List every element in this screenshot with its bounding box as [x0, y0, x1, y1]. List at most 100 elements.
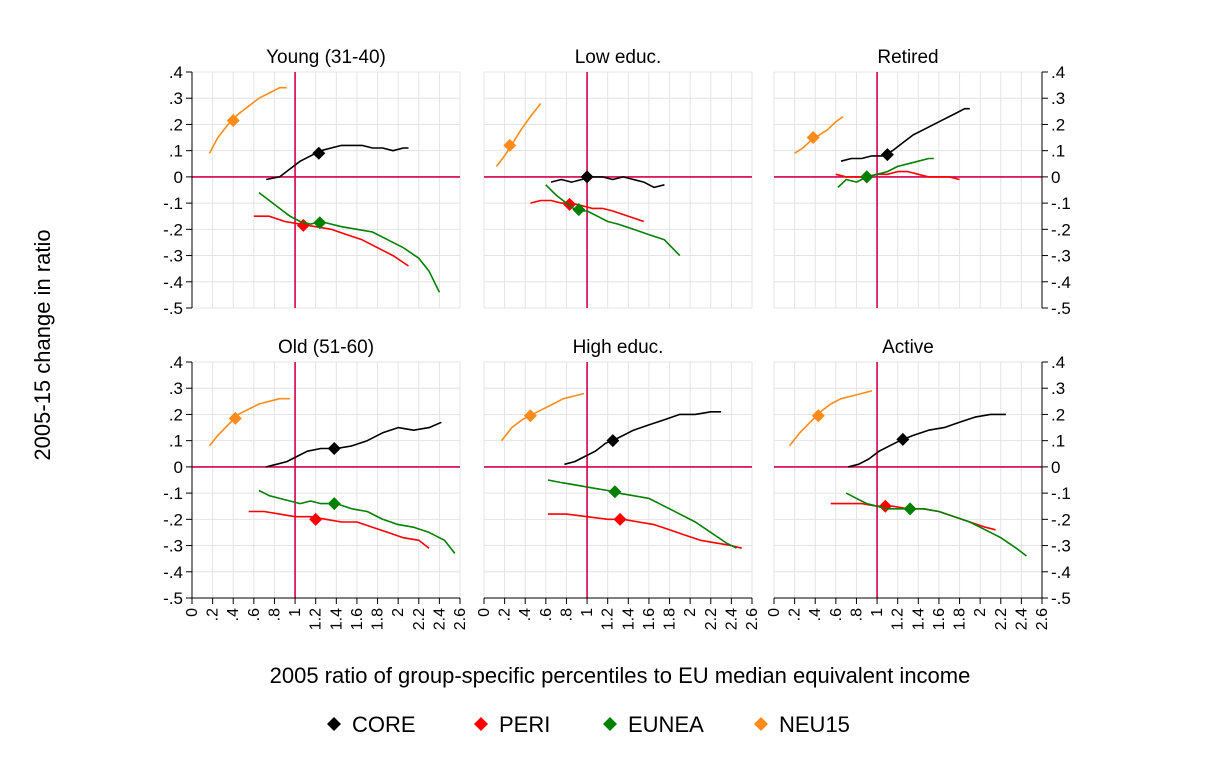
- series-line-eunea: [845, 492, 1027, 557]
- y-tick-label: .3: [169, 89, 183, 108]
- y-tick-label: -.4: [1051, 273, 1071, 292]
- x-tick-label: 1.2: [308, 608, 325, 630]
- y-tick-label: -.2: [1051, 220, 1071, 239]
- x-tick-label: .8: [266, 608, 283, 621]
- series-line-eunea: [258, 191, 441, 293]
- x-tick-label: 1.8: [662, 608, 679, 630]
- grid: [483, 361, 753, 599]
- x-tick-label: .2: [205, 608, 222, 621]
- panel-title: High educ.: [573, 337, 664, 358]
- series-marker-eunea: [327, 497, 341, 511]
- series-marker-core: [327, 442, 341, 456]
- y-tick-label: .3: [1051, 89, 1065, 108]
- x-tick-label: 1.2: [890, 608, 907, 630]
- y-tick-label: 0: [1051, 458, 1060, 477]
- panel-title: Retired: [877, 47, 938, 68]
- series-marker-core: [880, 148, 894, 162]
- x-tick-label: 2: [972, 608, 989, 617]
- y-tick-label: -.1: [163, 484, 183, 503]
- x-tick-label: 1.4: [910, 608, 927, 630]
- series-marker-eunea: [903, 502, 917, 516]
- x-tick-label: .8: [558, 608, 575, 621]
- legend-marker: [327, 717, 341, 731]
- x-tick-label: .2: [497, 608, 514, 621]
- legend-marker: [603, 717, 617, 731]
- legend-label: NEU15: [779, 712, 850, 737]
- x-tick-label: 2.4: [723, 608, 740, 630]
- x-tick-label: .6: [246, 608, 263, 621]
- x-tick-label: 2.6: [452, 608, 469, 630]
- y-tick-label: .3: [1051, 379, 1065, 398]
- series-marker-eunea: [860, 170, 874, 184]
- series-marker-core: [580, 170, 594, 184]
- panel-3: Retired .4 .3 .2 .1 0 -.1 -.2 -.3 -.4 -.5: [773, 47, 1071, 318]
- y-tick-label: -.4: [163, 273, 183, 292]
- series-line-neu15: [495, 103, 542, 167]
- series-line-neu15: [788, 390, 873, 447]
- x-tick-label: 1.2: [600, 608, 617, 630]
- legend-item-neu15: NEU15: [754, 712, 850, 737]
- series-marker-neu15: [226, 114, 240, 128]
- panel-title: Old (51-60): [278, 337, 374, 358]
- x-tick-label: .6: [538, 608, 555, 621]
- series-line-eunea: [837, 157, 934, 188]
- series-marker-neu15: [523, 409, 537, 423]
- legend-item-peri: PERI: [474, 712, 550, 737]
- legend-marker: [754, 717, 768, 731]
- x-tick-label: .4: [225, 608, 242, 621]
- y-tick-label: -.2: [163, 510, 183, 529]
- panel-title: Low educ.: [575, 47, 662, 68]
- y-tick-label: .1: [1051, 432, 1065, 451]
- legend-label: EUNEA: [628, 712, 704, 737]
- series-marker-peri: [613, 512, 627, 526]
- x-tick-label: 2.2: [411, 608, 428, 630]
- x-tick-label: 1.4: [620, 608, 637, 630]
- x-tick-label: .4: [517, 608, 534, 621]
- x-tick-label: 1.6: [641, 608, 658, 630]
- y-tick-label: -.2: [163, 220, 183, 239]
- y-tick-label: -.5: [163, 589, 183, 608]
- y-tick-label: .2: [169, 115, 183, 134]
- panel-6: Active.4.3.2.10-.1-.2-.3-.4-.50.2.4.6.8 1…: [766, 337, 1071, 630]
- x-tick-label: 2.6: [1034, 608, 1051, 630]
- series-line-eunea: [258, 489, 456, 554]
- x-tick-label: .6: [828, 608, 845, 621]
- series-marker-peri: [309, 512, 323, 526]
- y-tick-label: -.4: [163, 563, 183, 582]
- x-tick-label: 1.8: [370, 608, 387, 630]
- grid: [773, 361, 1043, 599]
- y-tick-label: -.3: [1051, 247, 1071, 266]
- series-line-neu15: [208, 397, 290, 447]
- y-tick-label: .2: [1051, 115, 1065, 134]
- series-line-core: [266, 421, 442, 468]
- panel-4: Old (51-60).4.3.2.10-.1-.2-.3-.4-.50.2.4…: [163, 337, 469, 630]
- x-tick-label: 1: [579, 608, 596, 617]
- series-line-core: [266, 144, 409, 181]
- y-tick-label: -.3: [1051, 537, 1071, 556]
- series-marker-neu15: [811, 409, 825, 423]
- legend-label: PERI: [499, 712, 550, 737]
- x-tick-label: 2: [682, 608, 699, 617]
- series-marker-peri: [878, 499, 892, 513]
- x-tick-label: 2.2: [993, 608, 1010, 630]
- series-marker-eunea: [572, 203, 586, 217]
- y-tick-label: -.4: [1051, 563, 1071, 582]
- y-tick-label: -.5: [1051, 299, 1071, 318]
- y-tick-label: -.1: [1051, 194, 1071, 213]
- series-line-peri: [248, 510, 430, 549]
- x-tick-label: 0: [184, 608, 201, 617]
- series-line-core: [840, 107, 970, 162]
- y-tick-label: -.3: [163, 537, 183, 556]
- series-line-neu15: [500, 392, 585, 442]
- y-tick-label: .4: [169, 63, 183, 82]
- y-tick-label: -.1: [163, 194, 183, 213]
- series-line-core: [848, 413, 1006, 468]
- x-tick-label: 2.4: [431, 608, 448, 630]
- series-marker-core: [312, 146, 326, 160]
- series-line-neu15: [794, 115, 844, 154]
- y-tick-label: .1: [1051, 142, 1065, 161]
- series-line-peri: [253, 215, 409, 267]
- y-tick-label: 0: [174, 168, 183, 187]
- x-tick-label: 0: [476, 608, 493, 617]
